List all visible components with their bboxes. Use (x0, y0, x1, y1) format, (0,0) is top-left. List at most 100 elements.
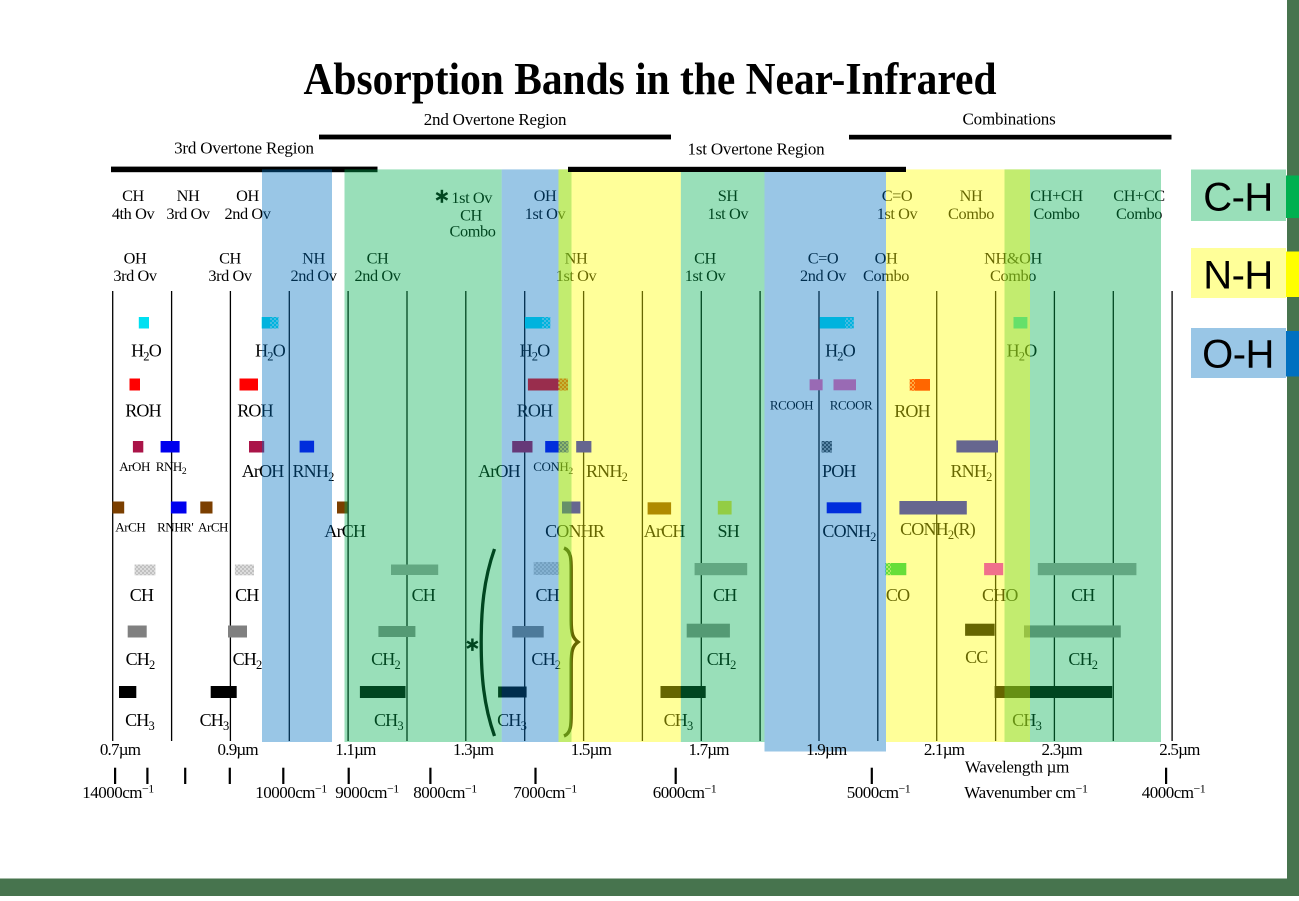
svg-text:RNH2: RNH2 (156, 459, 187, 477)
svg-text:14000cm−1: 14000cm−1 (82, 782, 154, 803)
svg-text:H2O: H2O (131, 341, 162, 364)
svg-text:Wavelength µm: Wavelength µm (965, 758, 1069, 777)
svg-text:1.9µm: 1.9µm (806, 740, 847, 759)
svg-text:1.3µm: 1.3µm (453, 740, 494, 759)
svg-text:POH: POH (822, 461, 856, 481)
svg-text:CH2: CH2 (371, 649, 400, 672)
svg-text:ArOH: ArOH (242, 461, 285, 481)
svg-text:1st Ov: 1st Ov (877, 204, 919, 223)
svg-text:CH: CH (460, 206, 482, 225)
svg-text:2nd Ov: 2nd Ov (800, 266, 847, 285)
svg-text:CH: CH (219, 249, 241, 268)
svg-text:O-H: O-H (1202, 333, 1274, 377)
svg-text:C=O: C=O (808, 249, 839, 268)
svg-text:CH: CH (130, 585, 154, 605)
svg-text:CONH2: CONH2 (822, 521, 876, 544)
svg-text:1.1µm: 1.1µm (335, 740, 376, 759)
svg-text:CH3: CH3 (125, 710, 154, 733)
svg-text:CH2: CH2 (531, 649, 560, 672)
svg-text:Combo: Combo (863, 266, 909, 285)
svg-text:NH: NH (565, 249, 588, 268)
svg-text:7000cm−1: 7000cm−1 (513, 782, 577, 803)
svg-text:CH3: CH3 (664, 710, 693, 733)
svg-text:CH: CH (535, 585, 559, 605)
svg-text:OH: OH (534, 186, 557, 205)
svg-text:N-H: N-H (1203, 254, 1272, 298)
svg-text:4000cm−1: 4000cm−1 (1142, 782, 1206, 803)
svg-text:CONH2(R): CONH2(R) (900, 519, 976, 542)
svg-text:CH2: CH2 (233, 649, 262, 672)
svg-text:Combo: Combo (948, 204, 994, 223)
svg-text:RCOOH: RCOOH (770, 398, 813, 413)
svg-text:H2O: H2O (255, 341, 286, 364)
svg-text:CH3: CH3 (497, 710, 526, 733)
svg-text:OH: OH (236, 186, 259, 205)
svg-text:ArOH: ArOH (478, 461, 521, 481)
svg-text:ROH: ROH (237, 401, 273, 421)
svg-text:CH3: CH3 (200, 710, 229, 733)
svg-text:RCOOR: RCOOR (830, 398, 873, 413)
svg-text:CH: CH (713, 585, 737, 605)
svg-text:CH+CC: CH+CC (1113, 186, 1165, 205)
svg-text:CH3: CH3 (374, 710, 403, 733)
svg-text:9000cm−1: 9000cm−1 (335, 782, 399, 803)
svg-text:1st Overtone Region: 1st Overtone Region (688, 140, 826, 159)
svg-text:ROH: ROH (894, 401, 930, 421)
svg-text:RNH2: RNH2 (950, 461, 992, 484)
svg-text:CH: CH (235, 585, 259, 605)
svg-text:NH: NH (302, 249, 325, 268)
svg-text:CH: CH (1071, 585, 1095, 605)
svg-text:3rd Ov: 3rd Ov (166, 204, 211, 223)
svg-text:1st Ov: 1st Ov (556, 266, 598, 285)
svg-text:RNH2: RNH2 (292, 461, 334, 484)
svg-text:2nd Ov: 2nd Ov (225, 204, 272, 223)
svg-text:1.7µm: 1.7µm (688, 740, 729, 759)
svg-text:2nd Overtone Region: 2nd Overtone Region (424, 110, 567, 129)
svg-text:0.9µm: 0.9µm (218, 740, 259, 759)
svg-text:OH: OH (124, 249, 147, 268)
svg-text:Combo: Combo (990, 266, 1036, 285)
svg-text:ArCH: ArCH (115, 520, 145, 535)
svg-text:2.5µm: 2.5µm (1159, 740, 1200, 759)
svg-text:C=O: C=O (882, 186, 913, 205)
svg-text:ArCH: ArCH (324, 521, 366, 541)
svg-text:Wavenumber cm−1: Wavenumber cm−1 (964, 782, 1088, 803)
svg-text:CO: CO (886, 585, 910, 605)
svg-text:3rd Ov: 3rd Ov (113, 266, 158, 285)
svg-text:H2O: H2O (520, 341, 551, 364)
svg-text:CH: CH (412, 585, 436, 605)
svg-text:CH2: CH2 (126, 649, 155, 672)
svg-text:RNHR': RNHR' (157, 520, 193, 535)
svg-text:OH: OH (875, 249, 898, 268)
svg-text:CONHR: CONHR (545, 521, 605, 541)
svg-text:NH&OH: NH&OH (984, 249, 1042, 268)
svg-text:ArOH: ArOH (119, 459, 150, 474)
svg-text:ArCH: ArCH (198, 520, 228, 535)
svg-text:1st Ov: 1st Ov (685, 266, 727, 285)
svg-text:1st Ov: 1st Ov (451, 188, 493, 207)
svg-text:CH+CH: CH+CH (1030, 186, 1083, 205)
svg-text:2.1µm: 2.1µm (924, 740, 965, 759)
svg-text:1st Ov: 1st Ov (525, 204, 567, 223)
svg-text:6000cm−1: 6000cm−1 (653, 782, 717, 803)
svg-text:CHO: CHO (982, 585, 1018, 605)
svg-text:10000cm−1: 10000cm−1 (255, 782, 327, 803)
svg-text:SH: SH (718, 186, 739, 205)
svg-text:H2O: H2O (825, 341, 856, 364)
svg-text:C-H: C-H (1203, 176, 1272, 220)
svg-text:SH: SH (717, 521, 739, 541)
svg-text:CH2: CH2 (707, 649, 736, 672)
svg-text:4th Ov: 4th Ov (112, 204, 156, 223)
svg-text:ArCH: ArCH (644, 521, 686, 541)
svg-text:2nd Ov: 2nd Ov (355, 266, 402, 285)
svg-text:RNH2: RNH2 (586, 461, 628, 484)
svg-text:CH3: CH3 (1012, 710, 1041, 733)
svg-text:2.3µm: 2.3µm (1042, 740, 1083, 759)
svg-text:Combo: Combo (450, 222, 496, 241)
svg-text:0.7µm: 0.7µm (100, 740, 141, 759)
svg-text:CH: CH (122, 186, 144, 205)
svg-text:Combo: Combo (1116, 204, 1162, 223)
svg-text:3rd Overtone Region: 3rd Overtone Region (174, 139, 314, 158)
svg-text:Combinations: Combinations (963, 110, 1056, 129)
svg-text:CH: CH (367, 249, 389, 268)
